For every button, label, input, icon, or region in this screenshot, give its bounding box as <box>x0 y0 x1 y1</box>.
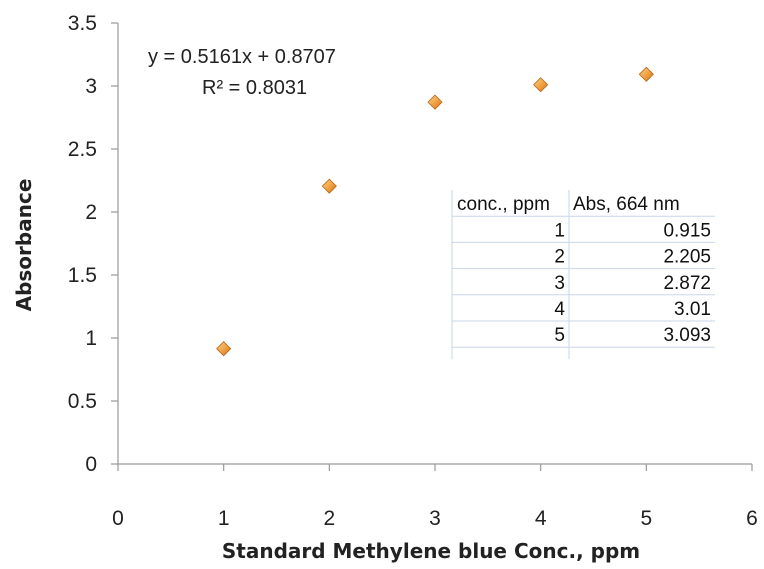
y-tick-label: 0 <box>85 453 97 476</box>
data-point <box>533 77 549 93</box>
y-axis-title: Absorbance <box>12 179 36 312</box>
data-point <box>638 66 654 82</box>
x-tick-label: 6 <box>746 507 758 530</box>
x-tick-labels: 0 1 2 3 4 5 6 <box>112 507 758 530</box>
table-header-cell: conc., ppm <box>457 194 550 215</box>
y-tick-label: 1 <box>85 327 97 350</box>
table-cell: 4 <box>554 299 565 320</box>
data-point <box>216 341 232 357</box>
data-point <box>427 94 443 110</box>
y-tick-label: 2 <box>85 201 97 224</box>
y-tick-label: 3 <box>85 75 97 98</box>
table-cell: 5 <box>554 325 565 346</box>
table-header-cell: Abs, 664 nm <box>573 194 680 215</box>
table-cell: 3.01 <box>674 299 711 320</box>
data-table: conc., ppm Abs, 664 nm 1 0.915 2 2.205 3 2.872 4… <box>451 190 715 360</box>
data-point <box>321 178 337 194</box>
table-cell: 2.205 <box>663 247 711 268</box>
trendline-equation: y = 0.5161x + 0.8707 <box>148 46 336 68</box>
x-tick-label: 2 <box>323 507 335 530</box>
y-tick-label: 2.5 <box>68 138 97 161</box>
table-cell: 0.915 <box>663 220 711 241</box>
x-axis-title: Standard Methylene blue Conc., ppm <box>222 539 640 563</box>
table-cell: 2 <box>554 247 565 268</box>
x-tick-label: 3 <box>429 507 441 530</box>
data-points <box>216 66 654 357</box>
x-tick-label: 0 <box>112 507 124 530</box>
table-cell: 1 <box>554 220 565 241</box>
table-cell: 2.872 <box>663 273 711 294</box>
table-cell: 3 <box>554 273 565 294</box>
table-cell: 3.093 <box>663 325 711 346</box>
r-squared-label: R² = 0.8031 <box>202 77 307 99</box>
x-tick-label: 4 <box>535 507 547 530</box>
y-tick-label: 0.5 <box>68 390 97 413</box>
y-tick-label: 1.5 <box>68 264 97 287</box>
y-tick-label: 3.5 <box>68 12 97 35</box>
axes <box>111 22 753 471</box>
table-background <box>452 190 715 360</box>
x-tick-label: 1 <box>218 507 230 530</box>
x-tick-label: 5 <box>640 507 652 530</box>
y-tick-labels: 0 0.5 1 1.5 2 2.5 3 3.5 <box>68 12 97 476</box>
